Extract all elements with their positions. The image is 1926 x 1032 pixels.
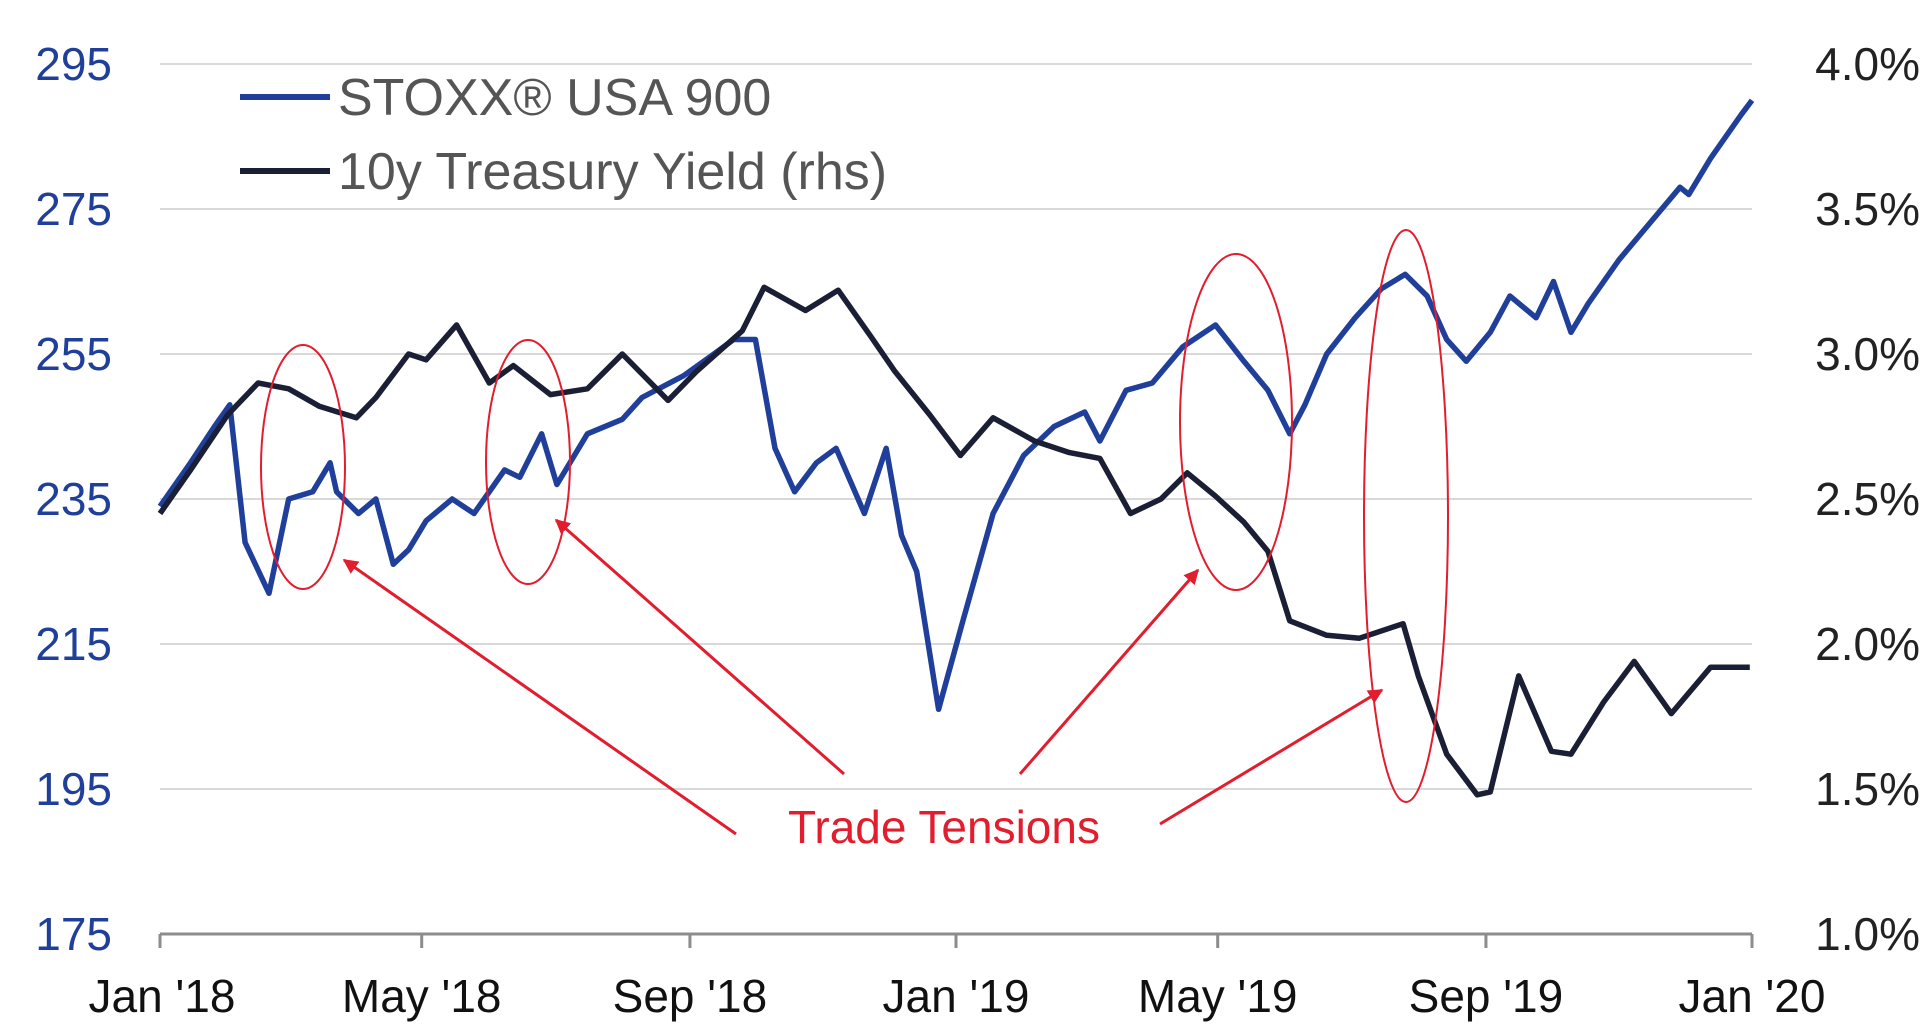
x-axis-tick-label: Sep '19 — [1409, 970, 1564, 1022]
tick-labels: 295 275 255 235 215 195 175 4.0% 3.5% 3.0% 2.5% 2.0… — [35, 38, 1920, 1022]
annotation-ellipse — [1179, 253, 1293, 591]
left-axis-tick-label: 255 — [35, 328, 112, 380]
left-axis-tick-label: 275 — [35, 183, 112, 235]
right-axis-tick-label: 3.5% — [1815, 183, 1920, 235]
series-line-treasury — [157, 284, 1750, 798]
annotation-label: Trade Tensions — [788, 801, 1100, 853]
annotation-ellipse — [1363, 229, 1449, 803]
right-axis-tick-label: 2.5% — [1815, 473, 1920, 525]
legend-label-treasury: 10y Treasury Yield (rhs) — [338, 143, 887, 201]
annotation-ellipse — [485, 339, 571, 585]
legend-label-stoxx: STOXX® USA 900 — [338, 69, 771, 127]
x-axis-tick-label: Sep '18 — [613, 970, 768, 1022]
series-line-stoxx — [157, 98, 1755, 713]
left-axis-tick-label: 215 — [35, 618, 112, 670]
annotation-ellipse — [260, 344, 346, 590]
x-axis-tick-label: Jan '20 — [1679, 970, 1826, 1022]
left-axis-tick-label: 235 — [35, 473, 112, 525]
right-axis-tick-label: 2.0% — [1815, 618, 1920, 670]
x-axis-tick-label: May '18 — [342, 970, 502, 1022]
left-axis-tick-label: 175 — [35, 908, 112, 960]
legend: STOXX® USA 900 10y Treasury Yield (rhs) — [240, 69, 887, 201]
trade-tensions-annotation: Trade Tensions — [260, 229, 1449, 853]
series-lines — [157, 98, 1755, 798]
left-axis-tick-label: 195 — [35, 763, 112, 815]
annotation-arrow — [1018, 568, 1200, 775]
left-axis-tick-label: 295 — [35, 38, 112, 90]
right-axis-tick-label: 1.0% — [1815, 908, 1920, 960]
annotation-arrow — [1159, 688, 1384, 826]
annotation-arrow — [342, 558, 737, 836]
annotation-arrow — [554, 518, 845, 776]
x-axis-tick-label: May '19 — [1138, 970, 1298, 1022]
x-axis-tick-label: Jan '18 — [89, 970, 236, 1022]
right-axis-tick-label: 3.0% — [1815, 328, 1920, 380]
axes — [158, 932, 1754, 948]
x-axis-tick-label: Jan '19 — [883, 970, 1030, 1022]
right-axis-tick-label: 4.0% — [1815, 38, 1920, 90]
right-axis-tick-label: 1.5% — [1815, 763, 1920, 815]
